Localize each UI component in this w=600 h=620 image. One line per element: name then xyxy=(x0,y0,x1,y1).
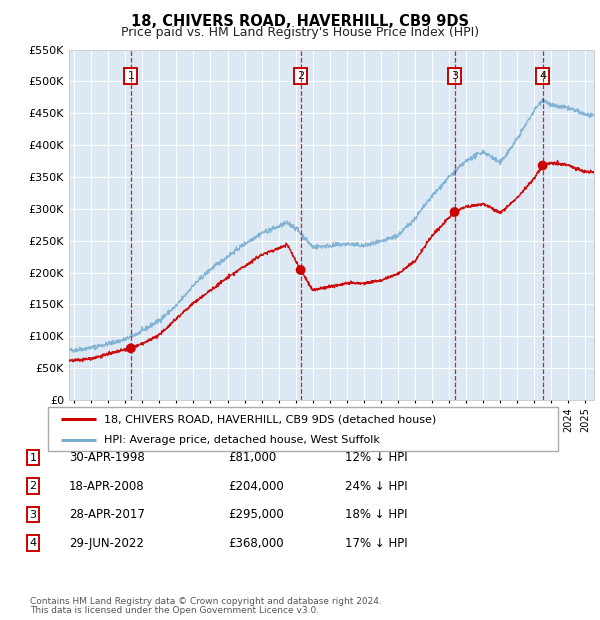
Text: £295,000: £295,000 xyxy=(228,508,284,521)
Text: 12% ↓ HPI: 12% ↓ HPI xyxy=(345,451,407,464)
Text: 18, CHIVERS ROAD, HAVERHILL, CB9 9DS (detached house): 18, CHIVERS ROAD, HAVERHILL, CB9 9DS (de… xyxy=(104,414,436,424)
Text: £368,000: £368,000 xyxy=(228,537,284,549)
Text: 1: 1 xyxy=(127,71,134,81)
Text: 18-APR-2008: 18-APR-2008 xyxy=(69,480,145,492)
FancyBboxPatch shape xyxy=(48,407,558,451)
Text: Contains HM Land Registry data © Crown copyright and database right 2024.: Contains HM Land Registry data © Crown c… xyxy=(30,597,382,606)
Point xyxy=(538,161,547,171)
Text: This data is licensed under the Open Government Licence v3.0.: This data is licensed under the Open Gov… xyxy=(30,606,319,615)
Text: 24% ↓ HPI: 24% ↓ HPI xyxy=(345,480,407,492)
Point xyxy=(126,343,136,353)
Text: HPI: Average price, detached house, West Suffolk: HPI: Average price, detached house, West… xyxy=(104,435,380,445)
Text: £81,000: £81,000 xyxy=(228,451,276,464)
Point xyxy=(296,265,305,275)
Point xyxy=(450,207,460,217)
Text: 4: 4 xyxy=(539,71,546,81)
Text: 17% ↓ HPI: 17% ↓ HPI xyxy=(345,537,407,549)
Text: 1: 1 xyxy=(29,453,37,463)
Text: 3: 3 xyxy=(451,71,458,81)
Text: £204,000: £204,000 xyxy=(228,480,284,492)
Text: 4: 4 xyxy=(29,538,37,548)
Text: Price paid vs. HM Land Registry's House Price Index (HPI): Price paid vs. HM Land Registry's House … xyxy=(121,26,479,39)
Text: 18% ↓ HPI: 18% ↓ HPI xyxy=(345,508,407,521)
Text: 29-JUN-2022: 29-JUN-2022 xyxy=(69,537,144,549)
Text: 28-APR-2017: 28-APR-2017 xyxy=(69,508,145,521)
Text: 2: 2 xyxy=(297,71,304,81)
Text: 3: 3 xyxy=(29,510,37,520)
Text: 2: 2 xyxy=(29,481,37,491)
Text: 18, CHIVERS ROAD, HAVERHILL, CB9 9DS: 18, CHIVERS ROAD, HAVERHILL, CB9 9DS xyxy=(131,14,469,29)
Text: 30-APR-1998: 30-APR-1998 xyxy=(69,451,145,464)
